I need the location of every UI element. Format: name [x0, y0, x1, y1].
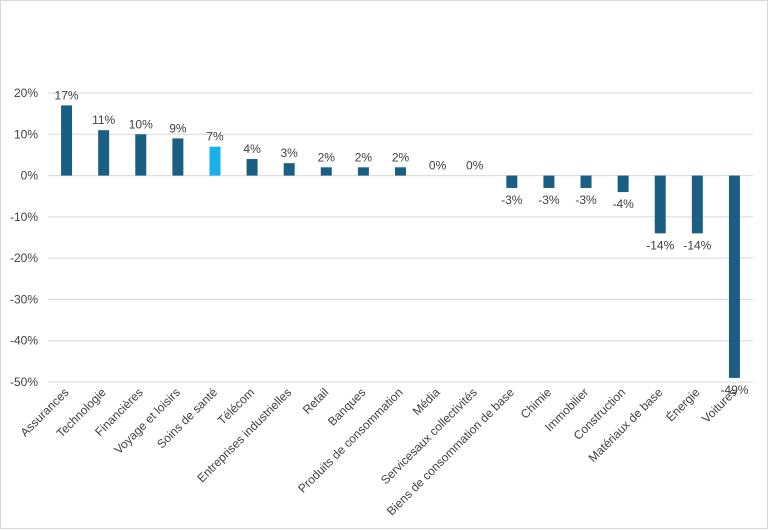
y-tick-label: -40% [10, 334, 38, 348]
data-label: 2% [318, 150, 336, 164]
bar [728, 175, 740, 378]
y-tick-label: 10% [14, 127, 38, 141]
data-label: -14% [683, 238, 711, 252]
data-label: 2% [355, 150, 373, 164]
bar [135, 134, 147, 176]
data-label: 3% [281, 146, 299, 160]
data-label: 17% [55, 88, 79, 102]
bars [61, 105, 740, 378]
data-label: -4% [612, 197, 634, 211]
y-tick-label: -10% [10, 210, 38, 224]
bar [98, 130, 110, 176]
bar [691, 175, 703, 234]
bar [395, 167, 406, 176]
data-label: -14% [646, 238, 674, 252]
category-label: Chimie [518, 385, 555, 422]
bar [506, 175, 518, 188]
data-label: -3% [575, 193, 597, 207]
category-label: Retail [300, 385, 332, 417]
bar [246, 159, 258, 176]
bar [209, 146, 221, 176]
data-label: 10% [129, 117, 153, 131]
category-label: Voyage et loisirs [111, 385, 183, 457]
y-tick-label: 20% [14, 86, 38, 100]
y-tick-label: 0% [21, 169, 39, 183]
y-axis-ticks: 20% 10% 0% -10% -20% -30% -40% -50% [10, 86, 38, 389]
bar [320, 167, 332, 176]
category-label: Voitures [699, 385, 740, 426]
y-tick-label: -30% [10, 292, 38, 306]
data-label: -49% [720, 383, 748, 397]
category-label: Média [410, 385, 443, 418]
bar [61, 105, 73, 176]
category-label: Énergie [663, 384, 703, 424]
data-label: 4% [243, 142, 261, 156]
bar [543, 175, 555, 188]
data-label: 11% [92, 113, 115, 127]
data-label: 7% [206, 130, 224, 144]
data-label: 0% [429, 159, 447, 173]
bar [617, 175, 629, 193]
data-label: 2% [392, 150, 410, 164]
bar [172, 138, 184, 176]
data-labels: 17% 11% 10% 9% 7% 4% 3% 2% 2% 2% 0% 0% -3% -3% -3% -4% -… [55, 88, 749, 396]
bar [283, 163, 295, 176]
bar [654, 175, 666, 234]
y-tick-label: -50% [10, 375, 38, 389]
data-label: -3% [538, 193, 560, 207]
y-tick-label: -20% [10, 251, 38, 265]
bar [580, 175, 592, 188]
data-label: 9% [169, 121, 187, 135]
data-label: 0% [466, 159, 484, 173]
bar [357, 167, 369, 176]
data-label: -3% [501, 193, 523, 207]
